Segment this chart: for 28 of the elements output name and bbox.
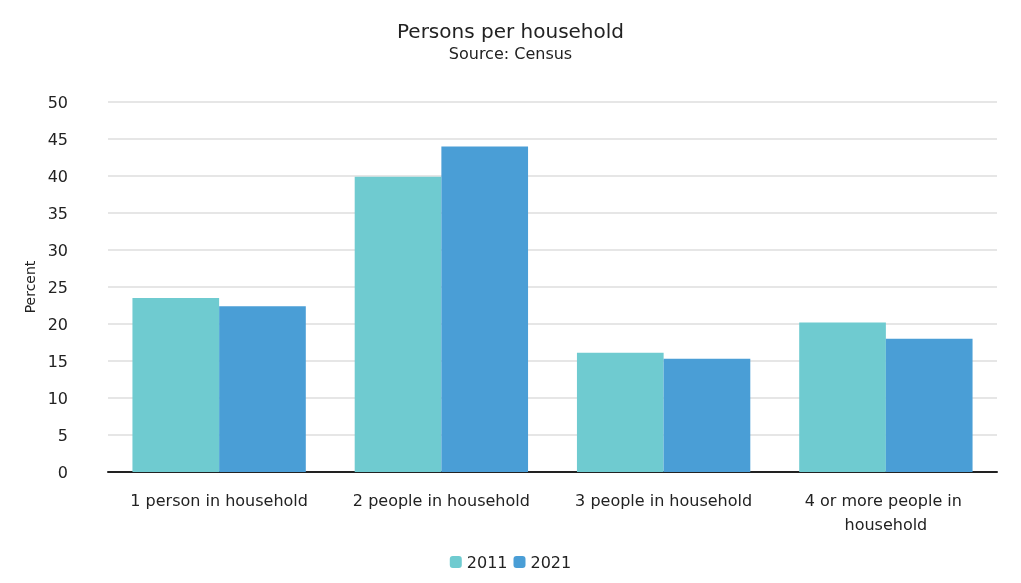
- y-tick-label: 50: [47, 92, 68, 112]
- chart-title: Persons per household: [396, 19, 625, 43]
- y-tick-label: 25: [47, 277, 68, 297]
- bar: [354, 176, 442, 472]
- y-tick-label: 10: [47, 388, 68, 408]
- bar: [799, 322, 886, 472]
- y-tick-label: 40: [47, 166, 68, 186]
- y-tick-label: 15: [47, 351, 68, 371]
- bar: [219, 306, 306, 472]
- chart-subtitle: Source: Census: [448, 43, 573, 63]
- x-tick-label: 1 person in household: [130, 490, 308, 510]
- y-tick-label: 45: [47, 129, 68, 149]
- y-tick-label: 35: [47, 203, 68, 223]
- x-tick-label: 2 people in household: [352, 490, 530, 510]
- legend-label: 2011: [466, 552, 508, 572]
- bar: [885, 338, 973, 472]
- y-tick-label: 5: [57, 425, 68, 445]
- x-tick-label: 4 or more people in household: [804, 490, 967, 534]
- bar: [663, 358, 751, 472]
- bar: [441, 146, 529, 472]
- bar: [132, 298, 220, 472]
- legend-label: 2021: [530, 552, 572, 572]
- y-axis-title: Percent: [21, 260, 38, 314]
- bar: [576, 352, 664, 472]
- y-tick-label: 30: [47, 240, 68, 260]
- y-tick-label: 20: [47, 314, 68, 334]
- x-tick-label: 3 people in household: [575, 490, 753, 510]
- y-tick-label: 0: [57, 462, 68, 482]
